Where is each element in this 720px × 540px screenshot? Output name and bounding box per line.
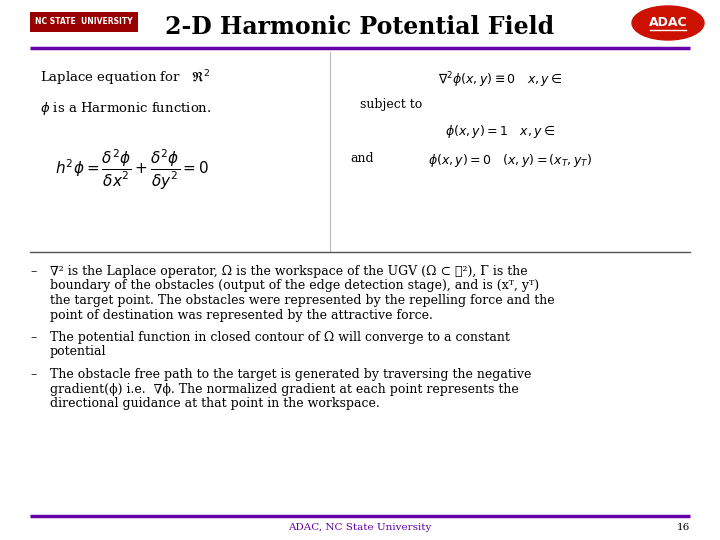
Text: –: – (30, 331, 36, 344)
Text: The obstacle free path to the target is generated by traversing the negative: The obstacle free path to the target is … (50, 368, 531, 381)
Text: $\nabla^2\phi(x,y) \equiv 0 \quad x,y \in$: $\nabla^2\phi(x,y) \equiv 0 \quad x,y \i… (438, 70, 562, 90)
Text: the target point. The obstacles were represented by the repelling force and the: the target point. The obstacles were rep… (50, 294, 554, 307)
Text: ∇² is the Laplace operator, Ω is the workspace of the UGV (Ω ⊂ ℜ²), Γ is the: ∇² is the Laplace operator, Ω is the wor… (50, 265, 528, 278)
Text: $\phi(x,y) = 0 \quad (x,y)=(x_T, y_T)$: $\phi(x,y) = 0 \quad (x,y)=(x_T, y_T)$ (428, 152, 592, 169)
Text: directional guidance at that point in the workspace.: directional guidance at that point in th… (50, 397, 379, 410)
Text: $\phi(x,y) = 1 \quad x,y \in$: $\phi(x,y) = 1 \quad x,y \in$ (445, 123, 555, 140)
Text: Laplace equation for   $\mathfrak{R}^2$: Laplace equation for $\mathfrak{R}^2$ (40, 68, 210, 87)
FancyBboxPatch shape (30, 12, 138, 32)
Text: The potential function in closed contour of Ω will converge to a constant: The potential function in closed contour… (50, 331, 510, 344)
Text: subject to: subject to (360, 98, 422, 111)
Text: gradient(ϕ) i.e.  ∇ϕ. The normalized gradient at each point represents the: gradient(ϕ) i.e. ∇ϕ. The normalized grad… (50, 382, 518, 395)
Text: –: – (30, 368, 36, 381)
Text: $h^2\phi = \dfrac{\delta^2\phi}{\delta x^2} + \dfrac{\delta^2\phi}{\delta y^2} =: $h^2\phi = \dfrac{\delta^2\phi}{\delta x… (55, 148, 210, 192)
Text: 2-D Harmonic Potential Field: 2-D Harmonic Potential Field (166, 15, 554, 39)
Ellipse shape (632, 6, 704, 40)
Text: NC STATE  UNIVERSITY: NC STATE UNIVERSITY (35, 17, 132, 26)
Text: 16: 16 (677, 523, 690, 532)
Text: $\phi$ is a Harmonic function.: $\phi$ is a Harmonic function. (40, 100, 212, 117)
Text: –: – (30, 265, 36, 278)
Text: ADAC: ADAC (649, 16, 688, 29)
Text: boundary of the obstacles (output of the edge detection stage), and is (xᵀ, yᵀ): boundary of the obstacles (output of the… (50, 280, 539, 293)
Text: point of destination was represented by the attractive force.: point of destination was represented by … (50, 308, 433, 321)
Text: and: and (350, 152, 374, 165)
Text: potential: potential (50, 346, 107, 359)
Text: ADAC, NC State University: ADAC, NC State University (288, 523, 432, 532)
